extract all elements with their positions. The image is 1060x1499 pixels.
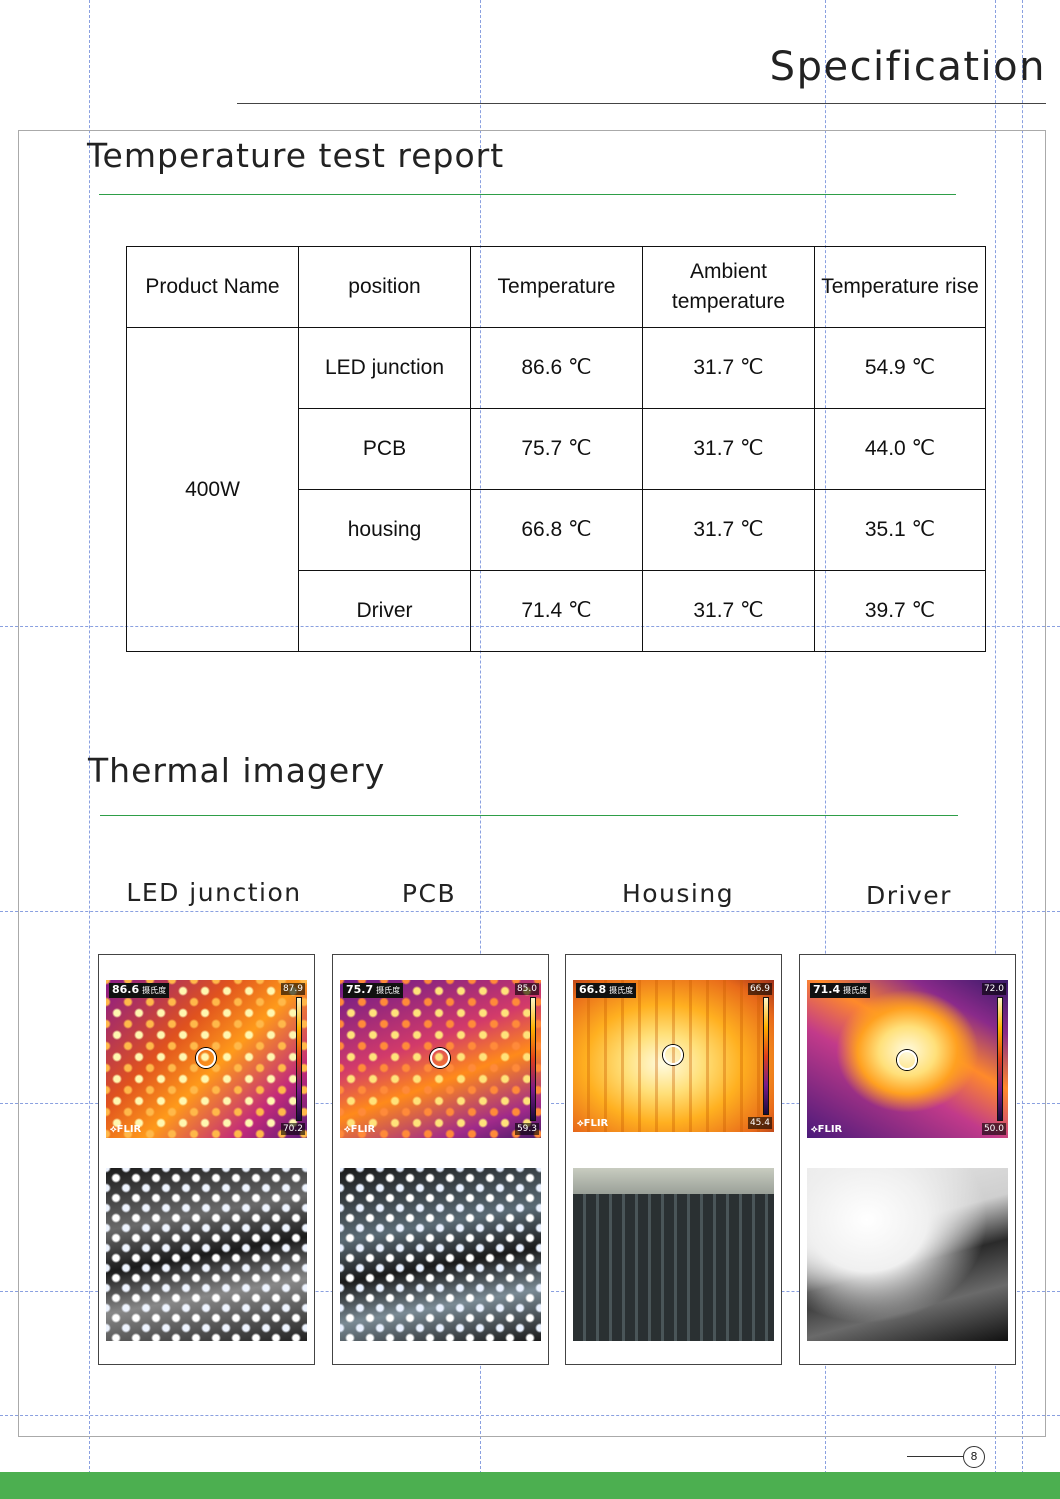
scale-max: 85.0 [514, 983, 539, 995]
table-row: housing 66.8 ℃ 31.7 ℃ 35.1 ℃ [127, 489, 986, 571]
scale-min: 70.2 [280, 1123, 305, 1135]
thermal-label: LED junction [126, 878, 302, 907]
reading-unit: 摄氏度 [843, 986, 868, 995]
thermal-card: 66.8 摄氏度 66.9 45.4 ⟡FLIR [565, 954, 782, 1365]
product-name-cell: 400W [126, 327, 299, 652]
thermal-image: 86.6 摄氏度 87.9 70.2 ⟡FLIR [106, 980, 307, 1138]
thermal-card: 75.7 摄氏度 85.0 59.3 ⟡FLIR [332, 954, 549, 1365]
reading-unit: 摄氏度 [376, 986, 401, 995]
thermal-card: 86.6 摄氏度 87.9 70.2 ⟡FLIR [98, 954, 315, 1365]
temperature-readout: 86.6 摄氏度 [109, 983, 170, 998]
page-title: Specification [769, 44, 1046, 90]
table-header-row: Product Name position Temperature Ambien… [126, 246, 986, 328]
thermal-card: 71.4 摄氏度 72.0 50.0 ⟡FLIR [799, 954, 1016, 1365]
temperature-cell: 66.8 ℃ [470, 489, 643, 571]
visible-photo [106, 1168, 307, 1341]
ambient-cell: 31.7 ℃ [642, 489, 815, 571]
table-row: PCB 75.7 ℃ 31.7 ℃ 44.0 ℃ [127, 408, 986, 490]
brand-text: FLIR [116, 1124, 142, 1135]
thermal-image: 71.4 摄氏度 72.0 50.0 ⟡FLIR [807, 980, 1008, 1138]
footer-bar [0, 1472, 1060, 1499]
position-cell: PCB [298, 408, 471, 490]
reading-unit: 摄氏度 [609, 986, 634, 995]
position-cell: LED junction [298, 327, 471, 409]
rise-cell: 35.1 ℃ [814, 489, 986, 571]
scale-min: 45.4 [747, 1117, 772, 1129]
temperature-cell: 71.4 ℃ [470, 570, 643, 652]
position-cell: Driver [298, 570, 471, 652]
temperature-readout: 66.8 摄氏度 [576, 983, 637, 998]
scale-min: 59.3 [514, 1123, 539, 1135]
content-frame [18, 130, 1046, 1437]
section-rule [99, 194, 956, 195]
color-scale [763, 997, 769, 1115]
table-row: Driver 71.4 ℃ 31.7 ℃ 39.7 ℃ [127, 570, 986, 652]
table-row: 400W LED junction 86.6 ℃ 31.7 ℃ 54.9 ℃ [126, 327, 986, 652]
crosshair-icon [196, 1048, 216, 1068]
visible-photo [340, 1168, 541, 1341]
header-temperature: Temperature [470, 246, 643, 328]
flir-logo: ⟡FLIR [811, 1124, 843, 1135]
rise-cell: 39.7 ℃ [814, 570, 986, 652]
rise-cell: 44.0 ℃ [814, 408, 986, 490]
ambient-cell: 31.7 ℃ [642, 570, 815, 652]
ambient-cell: 31.7 ℃ [642, 327, 815, 409]
reading-value: 66.8 [579, 983, 607, 996]
page-number: 8 [963, 1446, 985, 1468]
temperature-cell: 86.6 ℃ [470, 327, 643, 409]
flir-logo: ⟡FLIR [110, 1124, 142, 1135]
thermal-label: Housing [621, 879, 735, 908]
reading-unit: 摄氏度 [142, 986, 167, 995]
thermal-image: 66.8 摄氏度 66.9 45.4 ⟡FLIR [573, 980, 774, 1132]
crosshair-icon [430, 1048, 450, 1068]
rise-cell: 54.9 ℃ [814, 327, 986, 409]
header-position: position [298, 246, 471, 328]
thermal-image: 75.7 摄氏度 85.0 59.3 ⟡FLIR [340, 980, 541, 1138]
visible-photo [573, 1168, 774, 1341]
crosshair-icon [897, 1050, 917, 1070]
reading-value: 71.4 [813, 983, 841, 996]
scale-max: 72.0 [981, 983, 1006, 995]
thermal-label: Driver [866, 881, 952, 910]
reading-value: 75.7 [346, 983, 374, 996]
flir-logo: ⟡FLIR [344, 1124, 376, 1135]
scale-max: 66.9 [747, 983, 772, 995]
temperature-readout: 75.7 摄氏度 [343, 983, 404, 998]
page-number-line [907, 1456, 963, 1457]
color-scale [530, 997, 536, 1121]
brand-text: FLIR [583, 1118, 609, 1129]
header-product-name: Product Name [126, 246, 299, 328]
photo-header-strip [573, 1168, 774, 1194]
thermal-label: PCB [401, 879, 457, 908]
ambient-cell: 31.7 ℃ [642, 408, 815, 490]
section-title-thermal: Thermal imagery [88, 751, 386, 790]
temperature-table: Product Name position Temperature Ambien… [126, 246, 986, 652]
crosshair-icon [663, 1045, 683, 1065]
brand-text: FLIR [350, 1124, 376, 1135]
scale-min: 50.0 [981, 1123, 1006, 1135]
color-scale [997, 997, 1003, 1121]
title-rule [237, 103, 1046, 104]
header-ambient-temperature: Ambient temperature [642, 246, 815, 328]
temperature-readout: 71.4 摄氏度 [810, 983, 871, 998]
section-rule [100, 815, 958, 816]
header-temperature-rise: Temperature rise [814, 246, 986, 328]
visible-photo [807, 1168, 1008, 1341]
flir-logo: ⟡FLIR [577, 1118, 609, 1129]
color-scale [296, 997, 302, 1121]
reading-value: 86.6 [112, 983, 140, 996]
section-title-test-report: Temperature test report [87, 136, 505, 175]
temperature-cell: 75.7 ℃ [470, 408, 643, 490]
position-cell: housing [298, 489, 471, 571]
scale-max: 87.9 [280, 983, 305, 995]
brand-text: FLIR [817, 1124, 843, 1135]
